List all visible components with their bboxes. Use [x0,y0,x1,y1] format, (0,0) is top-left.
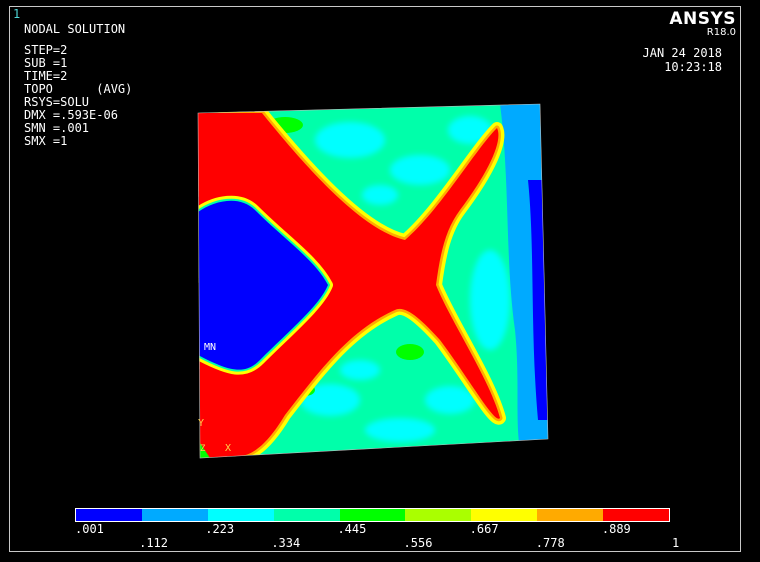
triad-z-label: Z [200,444,206,454]
legend-tick-label: .445 [337,522,367,536]
param-line: SMX =1 [24,134,68,148]
red-region [198,113,500,458]
param-line: TOPO (AVG) [24,82,133,96]
cyan-patches [300,116,510,442]
red-region-halo [198,107,506,458]
model-outline [197,103,549,459]
legend-tick-label: .778 [535,536,565,550]
viewport-frame [9,6,741,552]
min-marker: MN [204,342,217,353]
legend-tick-label: .556 [403,536,433,550]
legend-tick-label: .334 [271,536,301,550]
color-legend [75,508,670,522]
param-line: TIME=2 [24,69,68,83]
legend-swatch [405,509,472,521]
legend-tick-label: .223 [205,522,235,536]
param-line: RSYS=SOLU [24,95,90,109]
triad-y-label: Y [198,418,205,429]
legend-tick-label: .112 [139,536,169,550]
param-line: SMN =.001 [24,121,90,135]
triad-x-label: X [225,443,232,454]
ansys-version: R18.0 [706,27,736,38]
ansys-logo: ANSYS [669,9,736,29]
time-label: 10:23:18 [664,60,722,74]
param-line: DMX =.593E-06 [24,108,118,122]
param-line: STEP=2 [24,43,68,57]
legend-tick-label: 1 [672,536,680,550]
legend-tick-label: .889 [601,522,631,536]
window-number: 1 [13,7,21,21]
legend-swatch [603,509,670,521]
legend-swatch [273,509,340,521]
legend-tick-label: .667 [469,522,499,536]
blue-pocket [198,195,333,375]
contour-field [198,104,548,458]
param-line: SUB =1 [24,56,68,70]
legend-swatch [537,509,604,521]
datetime: JAN 24 2018 10:23:18 [643,46,722,74]
corner-patch [198,440,210,458]
legend-swatch [339,509,406,521]
date-label: JAN 24 2018 [642,46,722,60]
legend-swatch [207,509,274,521]
legend-swatch [141,509,208,521]
solution-params: STEP=2 SUB =1 TIME=2 TOPO (AVG) RSYS=SOLU DMX… [24,44,132,148]
legend-swatch [471,509,538,521]
solution-title: NODAL SOLUTION [24,22,126,36]
legend-tick-label: .001 [75,522,104,536]
legend-swatch [76,509,142,521]
